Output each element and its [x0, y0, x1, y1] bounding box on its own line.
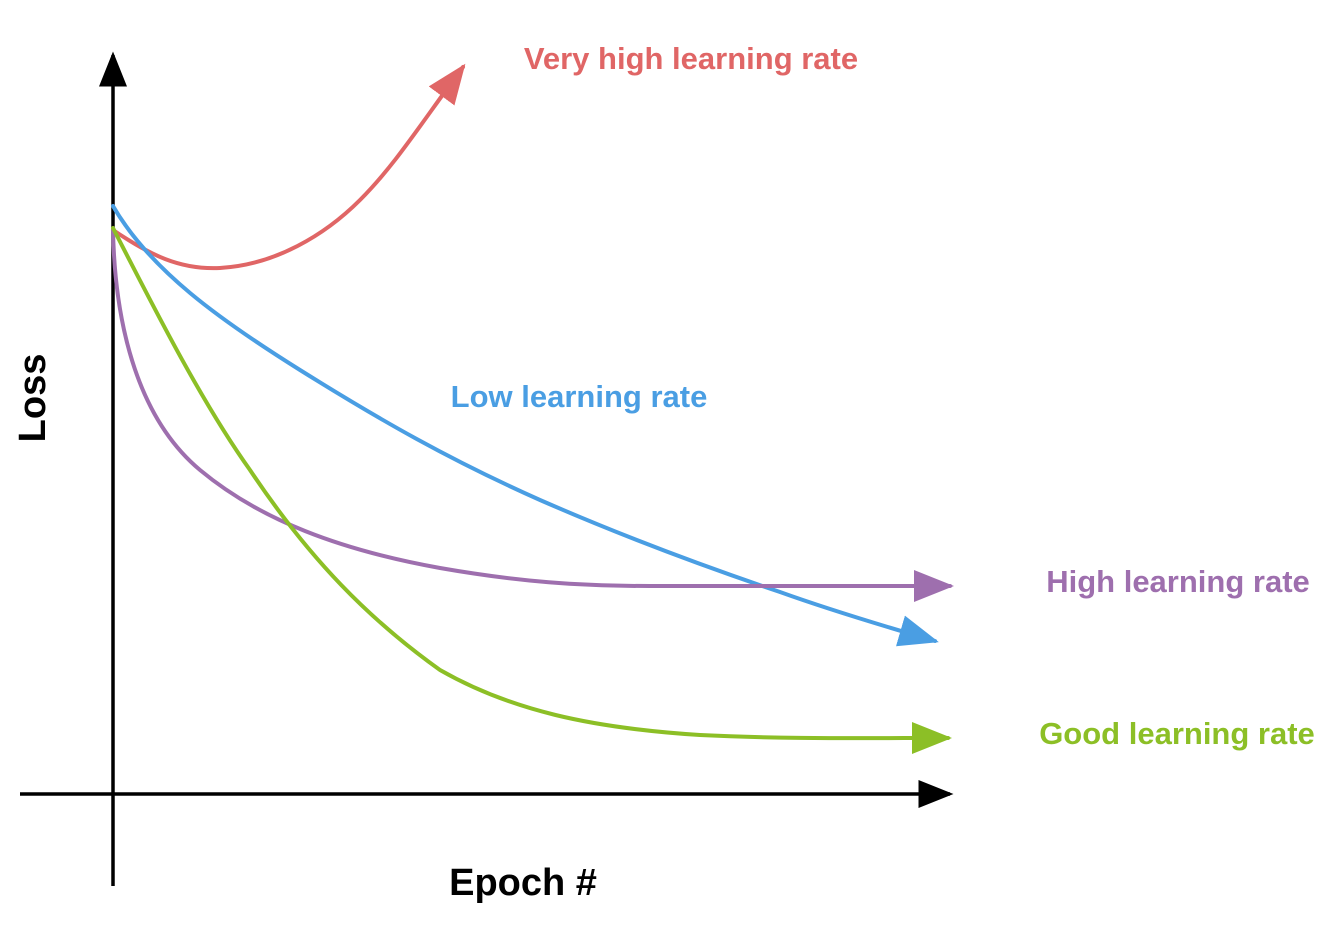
curve-high-learning-rate — [111, 228, 954, 602]
label-very-high-learning-rate: Very high learning rate — [524, 41, 858, 76]
label-good-learning-rate: Good learning rate — [1039, 716, 1315, 751]
curve-very-high-learning-rate — [111, 63, 466, 271]
x-axis-label: Epoch # — [449, 862, 597, 904]
label-low-learning-rate: Low learning rate — [451, 379, 708, 414]
label-high-learning-rate: High learning rate — [1046, 564, 1310, 599]
y-axis-label: Loss — [12, 354, 54, 443]
curve-good-learning-rate — [111, 226, 952, 755]
curve-low-learning-rate — [111, 204, 939, 647]
